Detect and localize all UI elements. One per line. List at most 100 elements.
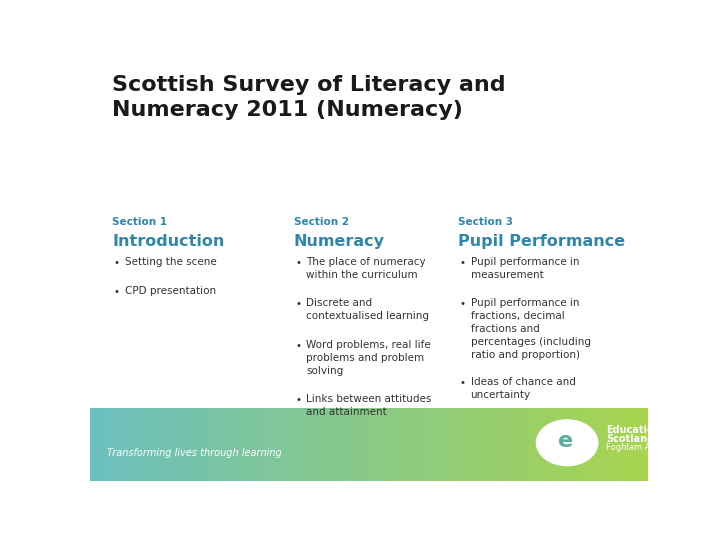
Bar — [601, 408, 604, 481]
Bar — [341, 408, 343, 481]
Bar — [330, 408, 333, 481]
Bar — [438, 408, 440, 481]
Bar — [637, 408, 639, 481]
Bar — [440, 408, 442, 481]
Bar — [562, 408, 565, 481]
Bar — [253, 408, 256, 481]
Bar — [170, 408, 172, 481]
Bar — [194, 408, 197, 481]
Bar — [609, 408, 611, 481]
Bar — [415, 408, 418, 481]
Bar — [570, 408, 572, 481]
Text: •: • — [460, 258, 466, 268]
Text: Pupil performance in
measurement: Pupil performance in measurement — [471, 257, 579, 280]
Bar — [462, 408, 464, 481]
Bar — [400, 408, 403, 481]
Bar — [503, 408, 505, 481]
Bar — [266, 408, 269, 481]
Bar — [644, 408, 647, 481]
Bar — [390, 408, 392, 481]
Bar — [377, 408, 379, 481]
Bar — [140, 408, 143, 481]
Bar — [374, 408, 377, 481]
Bar — [469, 408, 472, 481]
Bar — [498, 408, 500, 481]
Bar — [490, 408, 492, 481]
Bar — [392, 408, 394, 481]
Bar — [618, 408, 621, 481]
Bar — [533, 408, 535, 481]
Bar — [116, 408, 119, 481]
Bar — [240, 408, 243, 481]
Bar — [512, 408, 515, 481]
Bar — [631, 408, 634, 481]
Text: e: e — [558, 431, 573, 451]
Bar — [531, 408, 534, 481]
Bar — [226, 408, 228, 481]
Bar — [320, 408, 323, 481]
Bar — [585, 408, 588, 481]
Bar — [588, 408, 591, 481]
Bar — [587, 408, 589, 481]
Bar — [479, 408, 481, 481]
Bar — [464, 408, 467, 481]
Bar — [151, 408, 154, 481]
Bar — [202, 408, 204, 481]
Bar — [540, 408, 543, 481]
Text: Section 2: Section 2 — [294, 217, 348, 227]
Bar — [431, 408, 433, 481]
Bar — [124, 408, 126, 481]
Bar — [132, 408, 135, 481]
Bar — [118, 408, 120, 481]
Bar — [259, 408, 261, 481]
Text: Numeracy: Numeracy — [294, 234, 384, 249]
Bar — [172, 408, 174, 481]
Bar — [475, 408, 477, 481]
Bar — [150, 408, 152, 481]
Bar — [224, 408, 226, 481]
Bar — [481, 408, 483, 481]
Bar — [542, 408, 544, 481]
Bar — [233, 408, 235, 481]
Bar — [272, 408, 275, 481]
Bar — [103, 408, 105, 481]
Bar — [148, 408, 150, 481]
Bar — [168, 408, 171, 481]
Bar — [252, 408, 254, 481]
Bar — [110, 408, 113, 481]
Bar — [384, 408, 387, 481]
Bar — [99, 408, 102, 481]
Bar — [339, 408, 342, 481]
Bar — [641, 408, 643, 481]
Bar — [145, 408, 148, 481]
Bar — [218, 408, 221, 481]
Bar — [510, 408, 513, 481]
Bar — [410, 408, 413, 481]
Bar — [360, 408, 362, 481]
Bar — [185, 408, 187, 481]
Bar — [566, 408, 569, 481]
Bar — [593, 408, 595, 481]
Bar — [397, 408, 400, 481]
Bar — [265, 408, 267, 481]
Bar — [546, 408, 548, 481]
Bar — [590, 408, 593, 481]
Bar — [459, 408, 461, 481]
Bar — [211, 408, 213, 481]
Bar — [313, 408, 315, 481]
Text: Section 1: Section 1 — [112, 217, 167, 227]
Bar — [624, 408, 626, 481]
Bar — [373, 408, 375, 481]
Bar — [583, 408, 585, 481]
Bar — [418, 408, 420, 481]
Bar — [499, 408, 502, 481]
Bar — [278, 408, 280, 481]
Bar — [382, 408, 384, 481]
Bar — [451, 408, 454, 481]
Bar — [620, 408, 623, 481]
Bar — [213, 408, 215, 481]
Text: Section 3: Section 3 — [459, 217, 513, 227]
Bar — [263, 408, 266, 481]
Bar — [616, 408, 618, 481]
Bar — [269, 408, 271, 481]
